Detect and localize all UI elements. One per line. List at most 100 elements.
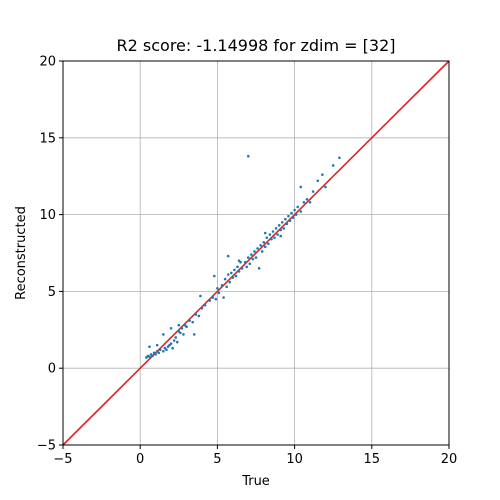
data-point	[220, 283, 224, 287]
data-point	[276, 233, 279, 236]
data-point	[256, 247, 259, 250]
data-point	[321, 173, 324, 176]
data-point	[246, 256, 250, 259]
data-point	[338, 156, 341, 160]
data-point	[324, 185, 327, 189]
data-point	[214, 297, 218, 301]
data-point	[254, 256, 258, 259]
data-point	[248, 262, 252, 266]
data-point	[203, 303, 207, 307]
x-tick-label: 5	[213, 452, 221, 467]
data-point	[250, 253, 253, 256]
data-point	[280, 220, 284, 224]
data-point	[191, 320, 194, 324]
identity-line	[62, 60, 450, 446]
y-tick-label: 20	[39, 55, 56, 70]
data-point	[182, 333, 185, 336]
data-point	[288, 219, 292, 223]
data-point	[290, 211, 293, 215]
data-point	[263, 231, 267, 235]
y-axis-label: Reconstructed	[14, 206, 29, 300]
plot-frame	[62, 60, 450, 446]
y-tick-label: −5	[37, 439, 56, 454]
data-point	[188, 319, 191, 322]
data-point	[279, 228, 283, 232]
data-point	[268, 233, 272, 236]
data-point	[287, 214, 290, 218]
data-point	[233, 268, 236, 272]
data-point	[180, 326, 184, 330]
data-point	[162, 333, 165, 336]
reference-line-group	[62, 60, 450, 446]
x-tick-label: 20	[441, 452, 458, 467]
data-point	[217, 291, 221, 295]
data-point	[267, 242, 270, 246]
data-point	[260, 250, 264, 253]
data-point	[236, 265, 239, 269]
data-point	[155, 343, 159, 347]
data-point	[162, 350, 165, 353]
data-point	[169, 326, 173, 330]
y-tick-label: 15	[39, 131, 56, 146]
y-tick-label: 10	[39, 208, 56, 223]
data-point	[229, 271, 233, 275]
data-point	[211, 296, 215, 299]
data-point	[243, 260, 247, 264]
data-point	[148, 355, 151, 358]
data-point	[271, 230, 275, 233]
data-point	[165, 348, 168, 352]
y-axis-ticks: −5 0 5 10 15 20	[37, 55, 63, 454]
data-point	[245, 265, 249, 269]
data-point	[273, 236, 276, 239]
data-point	[296, 205, 299, 209]
data-point	[291, 216, 295, 219]
data-point	[177, 323, 181, 327]
y-tick-label: 0	[48, 362, 56, 377]
x-tick-label: −5	[53, 452, 72, 467]
data-point	[157, 351, 161, 355]
data-point	[251, 257, 255, 261]
data-point	[305, 197, 309, 201]
data-point	[237, 259, 241, 262]
data-point	[257, 267, 261, 270]
data-point	[148, 345, 151, 348]
x-axis-ticks: −5 0 5 10 15 20	[53, 445, 457, 467]
data-point	[192, 333, 196, 336]
data-point	[172, 339, 176, 342]
data-point	[302, 201, 306, 204]
data-point	[246, 154, 250, 158]
data-point	[284, 217, 287, 221]
data-point	[331, 164, 335, 167]
data-point	[185, 325, 188, 329]
data-point	[158, 348, 162, 352]
data-point	[179, 331, 182, 335]
data-point	[169, 342, 173, 345]
y-tick-label: 5	[48, 285, 56, 300]
data-point	[151, 354, 154, 358]
data-point	[282, 227, 286, 230]
x-tick-label: 10	[286, 452, 303, 467]
data-point	[226, 254, 230, 258]
chart-title: R2 score: -1.14998 for zdim = [32]	[117, 36, 396, 55]
data-point	[213, 274, 216, 278]
data-point	[231, 276, 235, 279]
data-point	[237, 270, 241, 273]
data-point	[226, 273, 230, 276]
data-point	[174, 336, 178, 339]
data-point	[208, 299, 211, 302]
data-point	[270, 237, 273, 241]
data-point	[200, 306, 204, 310]
data-point	[225, 285, 228, 289]
data-point	[311, 190, 315, 193]
data-point	[259, 244, 262, 247]
data-point	[199, 294, 202, 298]
data-point	[316, 179, 320, 183]
data-point	[216, 287, 219, 290]
data-point	[263, 245, 267, 249]
data-point	[262, 240, 266, 244]
data-point	[175, 340, 179, 344]
data-point	[171, 346, 174, 350]
data-point	[222, 296, 225, 299]
data-point	[279, 234, 283, 238]
